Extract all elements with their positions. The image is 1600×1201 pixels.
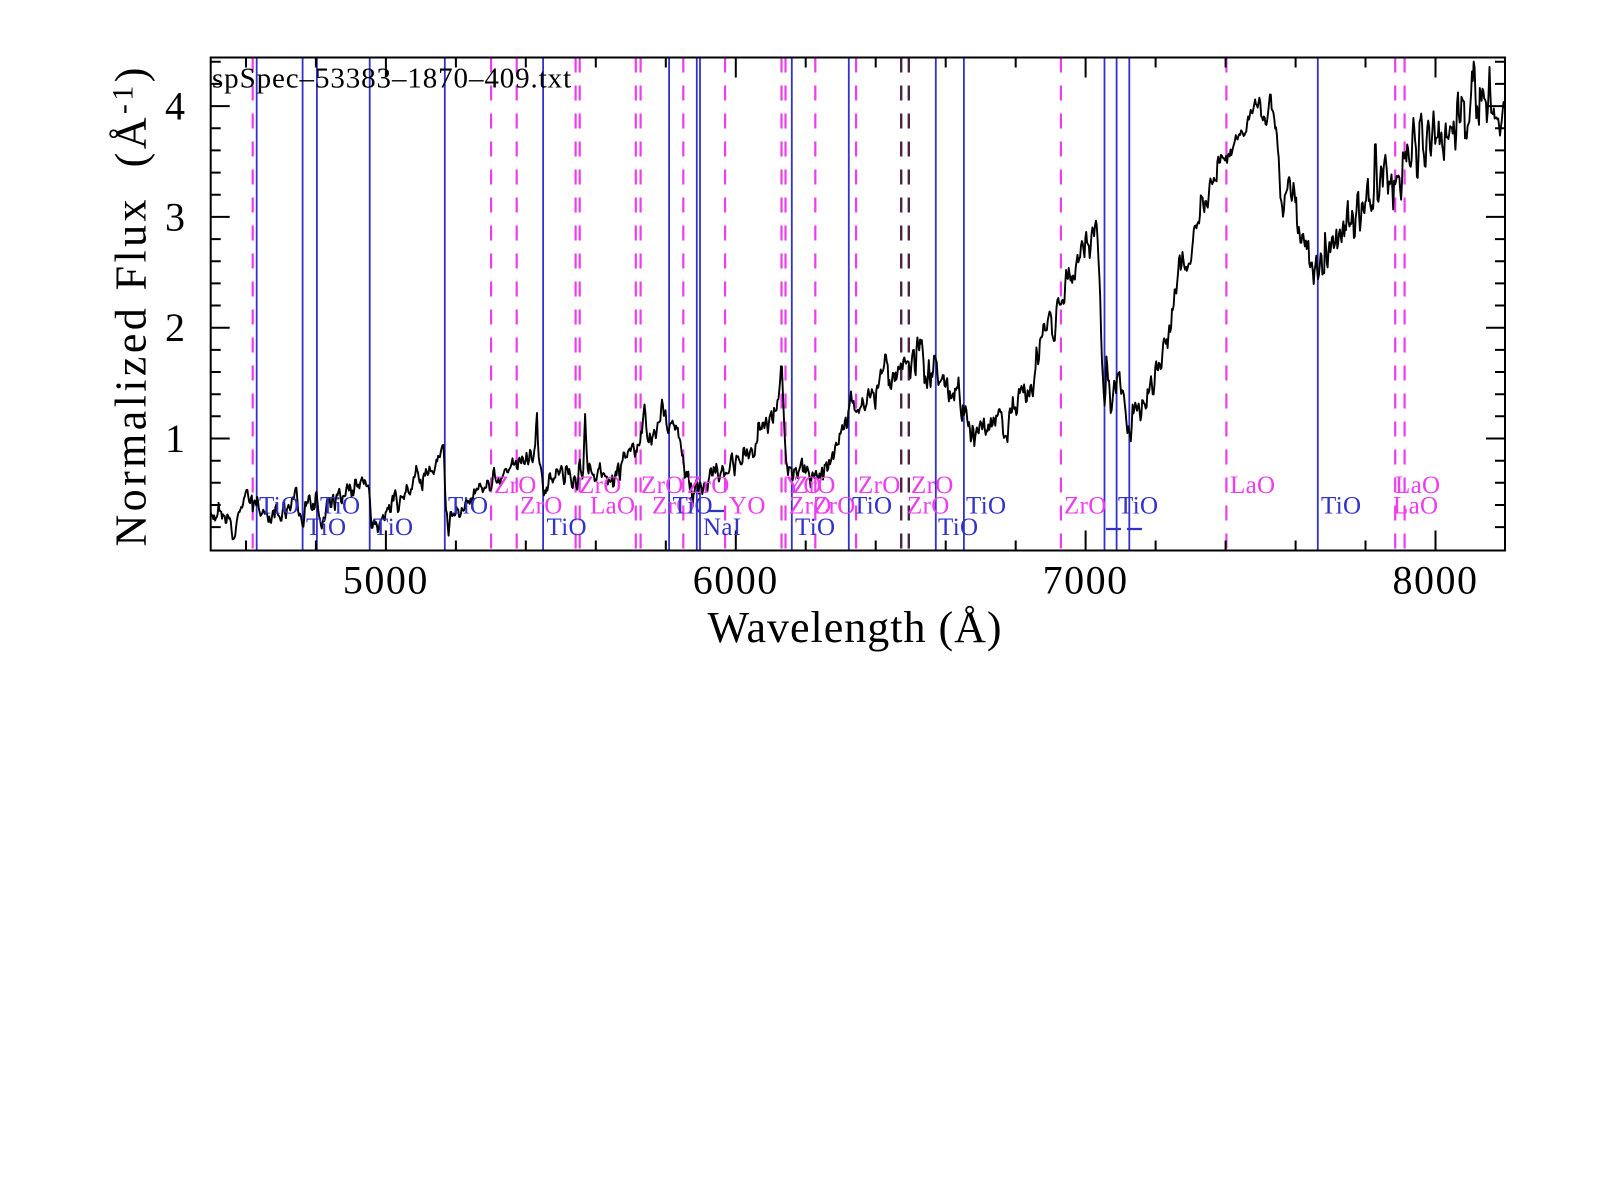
svg-text:TiO: TiO bbox=[306, 514, 346, 541]
svg-text:ZrO: ZrO bbox=[520, 493, 563, 520]
svg-text:LaO: LaO bbox=[1393, 493, 1438, 520]
svg-text:TiO: TiO bbox=[673, 493, 713, 520]
svg-text:YO: YO bbox=[785, 472, 822, 499]
svg-text:TiO: TiO bbox=[259, 493, 299, 520]
svg-text:8000: 8000 bbox=[1393, 558, 1479, 603]
svg-text:2: 2 bbox=[165, 305, 185, 350]
svg-text:LaO: LaO bbox=[1395, 472, 1440, 499]
svg-text:Normalized Flux (Å-1): Normalized Flux (Å-1) bbox=[107, 64, 156, 546]
svg-text:TiO: TiO bbox=[1118, 493, 1158, 520]
svg-text:4: 4 bbox=[165, 84, 185, 129]
svg-text:ZrO: ZrO bbox=[579, 472, 622, 499]
svg-text:NaI: NaI bbox=[703, 514, 741, 541]
svg-text:TiO: TiO bbox=[373, 514, 413, 541]
svg-text:7000: 7000 bbox=[1043, 558, 1129, 603]
svg-text:TiO: TiO bbox=[966, 493, 1006, 520]
svg-text:ZrO: ZrO bbox=[907, 493, 950, 520]
svg-text:ZrO: ZrO bbox=[793, 472, 836, 499]
svg-text:Wavelength (Å): Wavelength (Å) bbox=[707, 603, 1002, 652]
svg-text:TiO: TiO bbox=[938, 514, 978, 541]
svg-text:5000: 5000 bbox=[343, 558, 429, 603]
svg-text:LaO: LaO bbox=[590, 493, 635, 520]
svg-text:ZrO: ZrO bbox=[858, 472, 901, 499]
svg-text:spSpec–53383–1870–409.txt: spSpec–53383–1870–409.txt bbox=[212, 63, 572, 95]
svg-text:ZrO: ZrO bbox=[687, 472, 730, 499]
svg-text:ZrO: ZrO bbox=[641, 472, 684, 499]
svg-text:ZrO: ZrO bbox=[494, 472, 537, 499]
svg-text:1: 1 bbox=[165, 416, 185, 461]
svg-text:ZrO: ZrO bbox=[789, 493, 832, 520]
svg-text:ZrO: ZrO bbox=[911, 472, 954, 499]
svg-text:ZrO: ZrO bbox=[652, 493, 695, 520]
svg-text:TiO: TiO bbox=[1321, 493, 1361, 520]
svg-text:3: 3 bbox=[165, 194, 185, 239]
svg-text:TiO: TiO bbox=[547, 514, 587, 541]
svg-text:YO: YO bbox=[729, 493, 766, 520]
svg-text:LaO: LaO bbox=[1230, 472, 1275, 499]
svg-text:TiO: TiO bbox=[320, 493, 360, 520]
svg-text:6000: 6000 bbox=[693, 558, 779, 603]
svg-text:TiO: TiO bbox=[795, 514, 835, 541]
svg-text:ZrO: ZrO bbox=[813, 493, 856, 520]
svg-text:ZrO: ZrO bbox=[1064, 493, 1107, 520]
svg-text:TiO: TiO bbox=[448, 493, 488, 520]
svg-text:TiO: TiO bbox=[852, 493, 892, 520]
